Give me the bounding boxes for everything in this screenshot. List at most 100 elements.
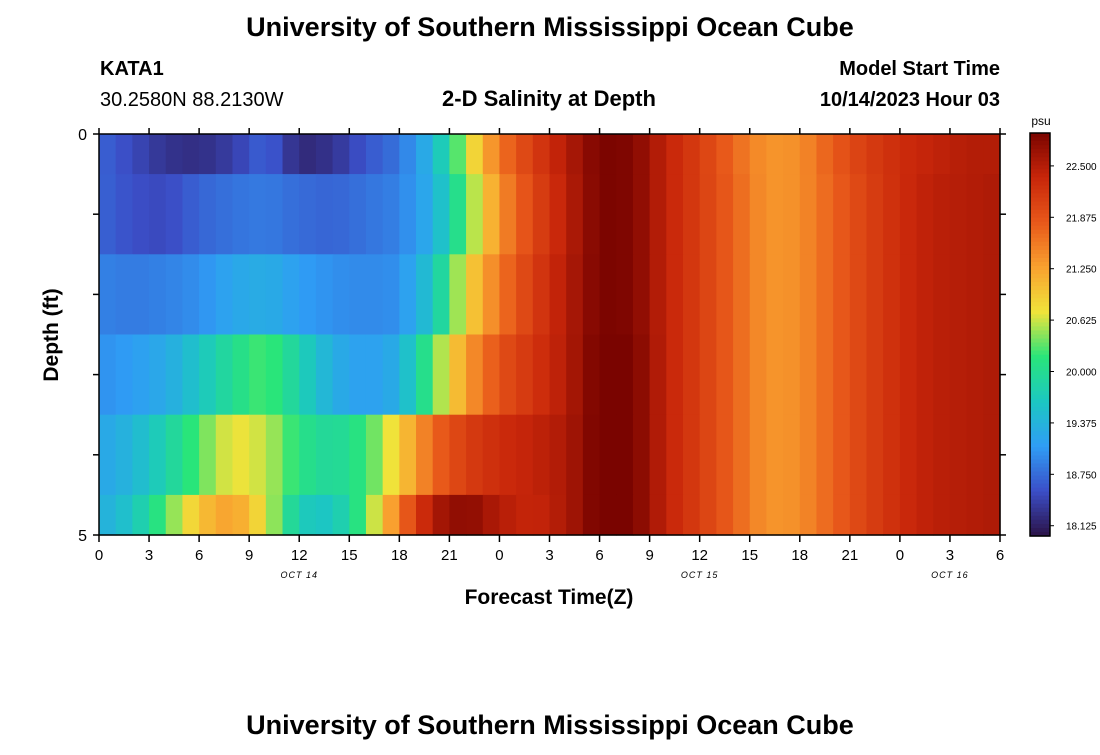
heatmap-cell xyxy=(582,254,601,336)
heatmap-cell xyxy=(566,494,584,536)
heatmap-cell xyxy=(716,134,734,175)
heatmap-cell xyxy=(682,254,701,336)
heatmap-cell xyxy=(682,174,701,255)
heatmap-cell xyxy=(432,134,450,175)
colorbar-cell xyxy=(1030,394,1050,400)
heatmap-cell xyxy=(699,494,717,536)
heatmap-cell xyxy=(766,174,784,255)
heatmap-cell xyxy=(749,494,768,536)
heatmap-cell xyxy=(265,494,284,536)
colorbar-cell xyxy=(1030,237,1050,243)
heatmap-cell xyxy=(365,254,384,336)
heatmap-cell xyxy=(566,414,584,496)
heatmap-cell xyxy=(866,494,884,536)
colorbar-cell xyxy=(1030,342,1050,348)
x-tick-label: 9 xyxy=(645,547,653,564)
heatmap-cell xyxy=(549,334,567,416)
colorbar-cell xyxy=(1030,362,1050,368)
heatmap-cell xyxy=(516,174,534,255)
heatmap-cell xyxy=(816,494,834,536)
heatmap-cell xyxy=(566,174,584,255)
heatmap-cell xyxy=(315,494,334,536)
heatmap-cell xyxy=(165,254,184,336)
heatmap-cell xyxy=(549,254,567,336)
heatmap-cell xyxy=(983,334,1001,416)
heatmap-cell xyxy=(616,254,634,336)
heatmap-cell xyxy=(232,494,250,536)
heatmap-cell xyxy=(749,174,768,255)
heatmap-cell xyxy=(199,494,217,536)
heatmap-cell xyxy=(349,334,367,416)
heatmap-cell xyxy=(833,334,851,416)
heatmap-cell xyxy=(466,134,484,175)
heatmap-cell xyxy=(199,414,217,496)
colorbar-cell xyxy=(1030,193,1050,199)
heatmap-cell xyxy=(666,174,684,255)
heatmap-cell xyxy=(699,174,717,255)
colorbar-cell xyxy=(1030,225,1050,231)
heatmap-cell xyxy=(365,494,384,536)
heatmap-cell xyxy=(899,254,918,336)
heatmap-cell xyxy=(115,494,133,536)
colorbar-cell xyxy=(1030,415,1050,420)
heatmap-cell xyxy=(215,414,234,496)
x-tick-label: 6 xyxy=(195,547,203,564)
heatmap-cell xyxy=(566,334,584,416)
date-label: OCT 14 xyxy=(280,570,318,580)
heatmap-cell xyxy=(182,334,200,416)
heatmap-cell xyxy=(382,414,400,496)
heatmap-cell xyxy=(582,414,601,496)
colorbar-cell xyxy=(1030,249,1050,255)
heatmap-cell xyxy=(482,414,501,496)
colorbar-cell xyxy=(1030,189,1050,195)
heatmap-cell xyxy=(499,494,517,536)
heatmap-cell xyxy=(516,254,534,336)
heatmap-cell xyxy=(165,334,184,416)
heatmap-cell xyxy=(799,334,818,416)
x-tick-label: 18 xyxy=(791,547,808,564)
x-tick-label: 12 xyxy=(691,547,708,564)
heatmap-cell xyxy=(632,254,651,336)
colorbar-cell xyxy=(1030,531,1050,537)
heatmap-cell xyxy=(516,334,534,416)
colorbar-cell xyxy=(1030,443,1050,448)
heatmap-cell xyxy=(733,414,751,496)
heatmap-cell xyxy=(783,494,801,536)
heatmap-cell xyxy=(416,174,434,255)
heatmap-cell xyxy=(532,414,551,496)
page-title: University of Southern Mississippi Ocean… xyxy=(246,12,854,42)
heatmap-cell xyxy=(416,334,434,416)
heatmap-cell xyxy=(282,494,300,536)
colorbar-cell xyxy=(1030,411,1050,416)
heatmap-cell xyxy=(482,334,501,416)
heatmap-cell xyxy=(833,174,851,255)
heatmap-cell xyxy=(365,134,384,175)
heatmap-cell xyxy=(833,254,851,336)
colorbar-cell xyxy=(1030,403,1050,408)
heatmap-cell xyxy=(799,174,818,255)
heatmap-cell xyxy=(582,494,601,536)
heatmap-cell xyxy=(332,334,350,416)
heatmap-cell xyxy=(682,134,701,175)
y-tick-label: 0 xyxy=(78,127,87,144)
heatmap-cell xyxy=(899,174,918,255)
heatmap-cell xyxy=(833,494,851,536)
x-tick-label: 21 xyxy=(441,547,458,564)
heatmap-cell xyxy=(599,174,617,255)
heatmap-cell xyxy=(799,414,818,496)
heatmap-cell xyxy=(99,254,117,336)
heatmap-cell xyxy=(966,254,984,336)
heatmap-cell xyxy=(499,414,517,496)
heatmap-cell xyxy=(849,334,868,416)
x-tick-label: 15 xyxy=(741,547,758,564)
heatmap-cell xyxy=(416,134,434,175)
heatmap-cell xyxy=(399,174,417,255)
colorbar-cell xyxy=(1030,467,1050,473)
heatmap-cell xyxy=(632,414,651,496)
heatmap-cell xyxy=(883,134,901,175)
y-tick-labels: 05 xyxy=(78,127,87,545)
heatmap-cell xyxy=(482,254,501,336)
heatmap-cell xyxy=(182,414,200,496)
colorbar-tick-label: 18.125 xyxy=(1066,522,1097,533)
